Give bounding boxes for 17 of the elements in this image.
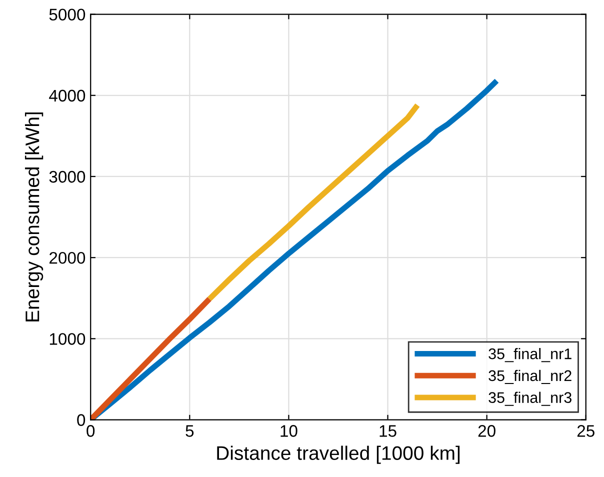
x-tick-label: 0 <box>86 425 95 437</box>
x-tick-label: 5 <box>186 425 194 437</box>
y-axis-title: Energy consumed [kWh] <box>24 112 44 322</box>
x-axis-title: Distance travelled [1000 km] <box>217 446 460 464</box>
legend-label: 35_final_nr1 <box>488 348 572 362</box>
legend-label: 35_final_nr2 <box>488 370 572 384</box>
x-tick-label: 20 <box>478 425 496 437</box>
x-tick-label: 15 <box>380 425 396 437</box>
y-tick-label: 3000 <box>49 170 86 183</box>
y-tick-label: 4000 <box>49 90 86 102</box>
y-tick-label: 5000 <box>49 8 86 21</box>
legend-label: 35_final_nr3 <box>488 392 572 406</box>
x-tick-label: 10 <box>280 425 298 437</box>
y-tick-label: 1000 <box>50 333 86 345</box>
y-tick-label: 0 <box>77 414 86 426</box>
y-tick-label: 2000 <box>50 252 86 264</box>
x-tick-label: 25 <box>577 425 594 437</box>
